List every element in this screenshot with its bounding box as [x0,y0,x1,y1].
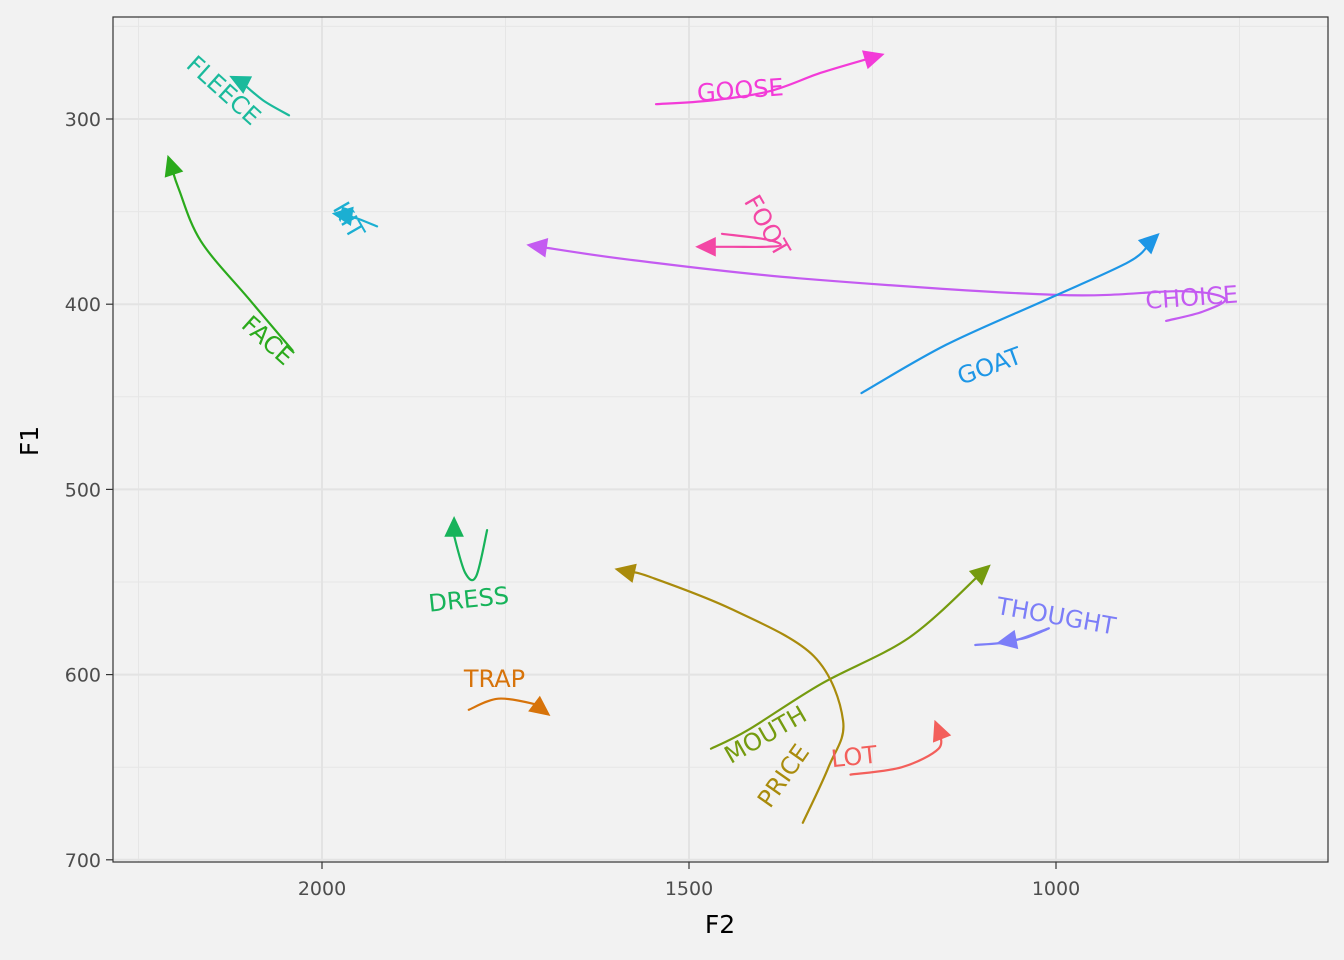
line-mouth [709,571,983,750]
y-tick-label-4: 700 [65,850,101,872]
x-axis-ticks: 2000 1500 1000 [298,862,1080,900]
arrowhead-mouth [968,564,991,586]
y-tick-label-0: 300 [65,109,101,131]
arrowhead-foot [695,237,716,257]
panel-border [112,16,1329,863]
y-tick-label-1: 400 [65,294,101,316]
x-tick-label-2: 1000 [1032,878,1080,900]
grid-major [113,17,1328,862]
arrowhead-face [164,154,184,178]
y-tick-label-3: 600 [65,665,101,687]
grid-minor [113,17,1328,862]
arrowhead-thought [996,629,1019,650]
arrowhead-goose [861,50,885,70]
x-axis-title: F2 [705,910,735,939]
series-lot: LOT [830,719,952,776]
arrowhead-goat [1137,232,1160,255]
arrowhead-trap [528,695,551,717]
line-foot [706,232,782,249]
line-choice [537,245,1227,322]
arrowhead-lot [932,719,952,743]
label-trap: TRAP [463,665,525,693]
arrowhead-price [614,563,637,583]
label-lot: LOT [830,741,879,774]
y-axis-title: F1 [15,426,44,456]
label-goose: GOOSE [696,73,785,107]
x-tick-label-0: 2000 [298,878,346,900]
arrowhead-fleece [229,75,253,94]
y-tick-label-2: 500 [65,479,101,501]
series-trap: TRAP [463,665,551,717]
line-goat [860,240,1152,395]
series-goose: GOOSE [654,50,885,107]
series-choice: CHOICE [526,237,1239,322]
arrowhead-dress [444,516,464,537]
line-face [170,165,294,352]
arrowhead-choice [526,237,549,258]
label-choice: CHOICE [1145,280,1239,314]
line-price [625,570,845,824]
x-tick-label-1: 1500 [665,878,713,900]
arrowhead-kit [331,206,354,226]
y-axis-ticks: 300 400 500 600 700 [65,109,113,872]
line-goose [654,56,874,106]
